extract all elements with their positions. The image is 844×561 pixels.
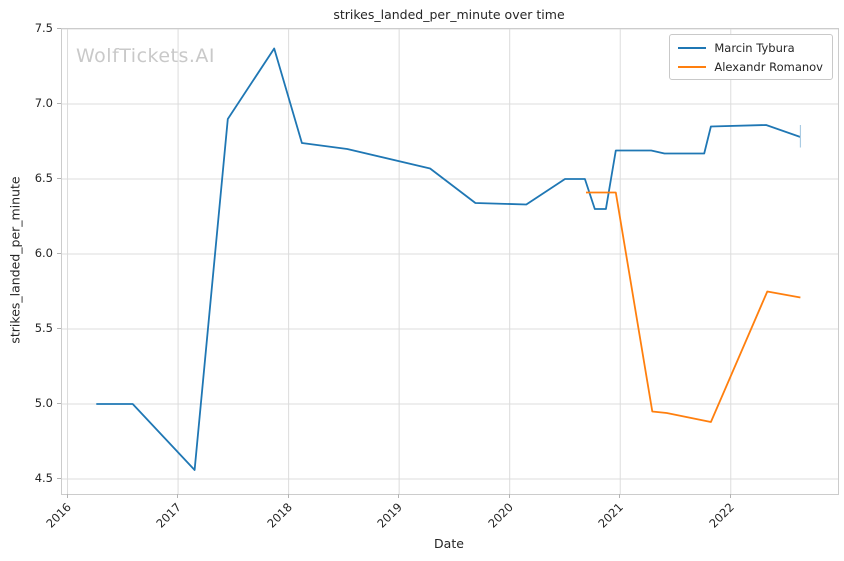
y-tick-mark xyxy=(57,403,61,404)
legend-label: Alexandr Romanov xyxy=(714,59,823,74)
y-tick-mark xyxy=(57,28,61,29)
x-tick-mark xyxy=(508,494,510,498)
plot-canvas xyxy=(62,29,838,494)
legend-entry: Alexandr Romanov xyxy=(678,59,823,74)
legend: Marcin Tybura Alexandr Romanov xyxy=(669,34,833,80)
y-tick-mark xyxy=(57,178,61,179)
series-line-alexandr-romanov xyxy=(586,191,801,423)
x-axis-label: Date xyxy=(434,536,464,551)
x-tick-mark xyxy=(729,494,731,498)
series-line-marcin-tybura xyxy=(96,47,801,471)
y-tick-label: 6.5 xyxy=(34,171,53,185)
legend-label: Marcin Tybura xyxy=(714,40,795,55)
y-axis-label: strikes_landed_per_minute xyxy=(7,176,23,344)
y-tick-mark xyxy=(57,253,61,254)
legend-entry: Marcin Tybura xyxy=(678,40,823,55)
y-tick-mark xyxy=(57,328,61,329)
x-tick-mark xyxy=(398,494,400,498)
x-tick-mark xyxy=(287,494,289,498)
plot-area: WolfTickets.AI Marcin Tybura Alexandr Rom… xyxy=(61,28,839,495)
y-tick-label: 7.5 xyxy=(34,21,53,35)
x-tick-mark xyxy=(619,494,621,498)
x-tick-mark xyxy=(177,494,179,498)
y-tick-label: 7.0 xyxy=(34,96,53,110)
legend-line-sample xyxy=(678,65,707,68)
chart-title: strikes_landed_per_minute over time xyxy=(333,7,565,22)
legend-line-sample xyxy=(678,46,707,49)
y-tick-label: 4.5 xyxy=(34,471,53,485)
watermark: WolfTickets.AI xyxy=(76,45,216,67)
y-tick-label: 6.0 xyxy=(34,246,53,260)
y-tick-mark xyxy=(57,103,61,104)
x-tick-mark xyxy=(66,494,68,498)
y-tick-label: 5.0 xyxy=(34,396,53,410)
y-tick-label: 5.5 xyxy=(34,321,53,335)
y-tick-mark xyxy=(57,478,61,479)
